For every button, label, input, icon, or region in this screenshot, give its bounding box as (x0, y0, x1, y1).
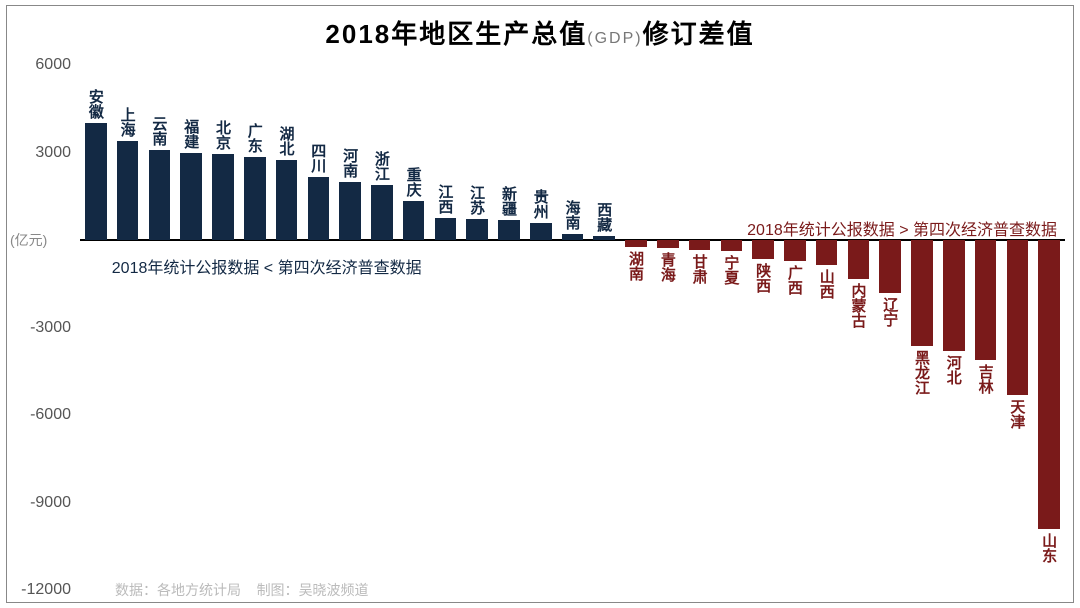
bar (1007, 240, 1029, 395)
bar-label: 安徽 (88, 89, 103, 119)
bar-label: 广西 (787, 265, 802, 295)
bar-label: 宁夏 (723, 255, 738, 285)
bar (975, 240, 997, 360)
bar-label: 广东 (247, 123, 262, 153)
bar (530, 223, 552, 241)
bar (593, 236, 615, 240)
bar (816, 240, 838, 265)
bar-label: 北京 (215, 120, 230, 150)
bar-label: 陕西 (755, 263, 770, 293)
bar-label: 新疆 (501, 186, 516, 216)
y-tick-label: -12000 (5, 581, 71, 599)
bar-label: 贵州 (533, 189, 548, 219)
bar-label: 内蒙古 (850, 283, 865, 328)
bar-label: 西藏 (596, 202, 611, 232)
bar (943, 240, 965, 351)
annotation-negative: 2018年统计公报数据 > 第四次经济普查数据 (747, 216, 1057, 240)
credits-maker-value: 吴晓波频道 (299, 582, 369, 598)
plot-area: 60003000(亿元)-3000-6000-9000-12000安徽上海云南福… (80, 65, 1065, 590)
bar-label: 四川 (310, 143, 325, 173)
credits: 数据：各地方统计局 制图：吴晓波频道 (115, 580, 369, 600)
bar (562, 234, 584, 240)
bar (117, 141, 139, 240)
bar (180, 153, 202, 241)
annotation-positive: 2018年统计公报数据 < 第四次经济普查数据 (112, 254, 422, 278)
bar-label: 福建 (183, 119, 198, 149)
bar-label: 山西 (819, 269, 834, 299)
bar (784, 240, 806, 261)
bar (435, 218, 457, 240)
bar-label: 重庆 (406, 167, 421, 197)
bar-label: 河南 (342, 148, 357, 178)
bar (879, 240, 901, 293)
bar (339, 182, 361, 240)
bar-label: 浙江 (374, 151, 389, 181)
bar-label: 甘肃 (692, 254, 707, 284)
bar-label: 海南 (565, 200, 580, 230)
bar-label: 黑龙江 (914, 350, 929, 395)
bar (371, 185, 393, 240)
bar (276, 160, 298, 240)
bar-label: 江西 (437, 184, 452, 214)
bar-label: 河北 (946, 355, 961, 385)
bar (721, 240, 743, 251)
y-tick-label: -6000 (5, 406, 71, 424)
credits-source-value: 各地方统计局 (157, 582, 241, 598)
title-paren: (GDP) (587, 30, 642, 47)
bar-label: 江苏 (469, 185, 484, 215)
credits-source-label: 数据： (115, 582, 157, 598)
bar (689, 240, 711, 250)
y-tick-label: -9000 (5, 494, 71, 512)
bar-label: 湖北 (279, 126, 294, 156)
bar (149, 150, 171, 240)
credits-maker-label: 制图： (257, 582, 299, 598)
bar (466, 219, 488, 240)
bar (1038, 240, 1060, 529)
title-main: 2018年地区生产总值 (325, 19, 587, 49)
bar (657, 240, 679, 248)
bar-label: 云南 (151, 116, 166, 146)
title-tail: 修订差值 (643, 19, 755, 49)
bar-label: 湖南 (628, 251, 643, 281)
bar (403, 201, 425, 240)
y-tick-label: 6000 (5, 56, 71, 74)
bar (498, 220, 520, 240)
bar-label: 上海 (120, 107, 135, 137)
bar (625, 240, 647, 247)
bar-label: 青海 (660, 252, 675, 282)
bar-label: 吉林 (978, 364, 993, 394)
bar (848, 240, 870, 279)
y-axis-unit: (亿元) (10, 230, 70, 250)
bar (308, 177, 330, 240)
y-tick-label: 3000 (5, 144, 71, 162)
bar (911, 240, 933, 346)
bar (244, 157, 266, 240)
bar (752, 240, 774, 259)
bar-label: 辽宁 (882, 297, 897, 327)
bar-label: 天津 (1009, 399, 1024, 429)
bar-label: 山东 (1041, 533, 1056, 563)
bar (212, 154, 234, 240)
y-tick-label: -3000 (5, 319, 71, 337)
bar (85, 123, 107, 240)
chart-title: 2018年地区生产总值(GDP)修订差值 (0, 14, 1080, 51)
